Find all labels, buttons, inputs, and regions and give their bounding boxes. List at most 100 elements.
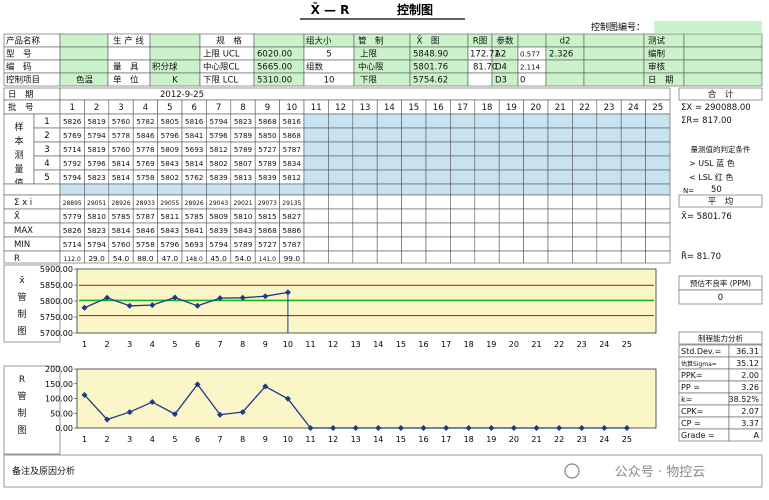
- header-cell[interactable]: [545, 59, 585, 74]
- sample-cell[interactable]: [523, 113, 549, 129]
- sample-cell[interactable]: [376, 155, 402, 171]
- header-cell[interactable]: [59, 59, 109, 74]
- header-cell[interactable]: [683, 72, 763, 87]
- sample-cell[interactable]: [474, 155, 500, 171]
- sample-cell[interactable]: [328, 127, 354, 143]
- remarks-cell[interactable]: [3, 454, 763, 488]
- sample-cell[interactable]: [376, 113, 402, 129]
- header-cell[interactable]: [253, 33, 305, 48]
- sample-cell[interactable]: [450, 113, 476, 129]
- sample-cell[interactable]: [474, 169, 500, 185]
- sample-cell[interactable]: [328, 113, 354, 129]
- header-cell[interactable]: [683, 59, 763, 74]
- sample-cell[interactable]: [328, 169, 354, 185]
- capability-label: 制程能力分析: [698, 333, 743, 343]
- sample-cell[interactable]: [596, 155, 622, 171]
- sample-cell[interactable]: [425, 155, 451, 171]
- sample-cell[interactable]: [474, 127, 500, 143]
- sample-cell[interactable]: [474, 113, 500, 129]
- sample-cell[interactable]: [450, 155, 476, 171]
- sample-cell[interactable]: [620, 169, 646, 185]
- sample-cell[interactable]: [523, 169, 549, 185]
- chart-no-value-cell[interactable]: [654, 21, 762, 33]
- sample-cell[interactable]: [547, 113, 573, 129]
- sample-cell[interactable]: [596, 169, 622, 185]
- sample-cell[interactable]: [352, 141, 378, 157]
- sample-cell[interactable]: [547, 141, 573, 157]
- sample-cell[interactable]: [401, 169, 427, 185]
- sample-cell[interactable]: [572, 113, 598, 129]
- sample-cell[interactable]: [645, 127, 671, 143]
- sample-cell[interactable]: [523, 127, 549, 143]
- sample-cell[interactable]: [401, 155, 427, 171]
- sample-cell[interactable]: [303, 113, 329, 129]
- label-control: 管 制: [358, 36, 384, 47]
- sample-cell[interactable]: [523, 141, 549, 157]
- sample-cell[interactable]: [596, 127, 622, 143]
- header-cell[interactable]: [59, 33, 109, 48]
- sample-cell[interactable]: [645, 113, 671, 129]
- sample-cell[interactable]: [450, 127, 476, 143]
- sample-value: 5789: [258, 159, 277, 168]
- sample-cell[interactable]: [498, 127, 524, 143]
- sample-cell[interactable]: [474, 141, 500, 157]
- sample-cell[interactable]: [547, 155, 573, 171]
- sample-cell[interactable]: [498, 169, 524, 185]
- sample-cell[interactable]: [425, 127, 451, 143]
- sample-cell[interactable]: [620, 127, 646, 143]
- sample-cell[interactable]: [376, 169, 402, 185]
- sample-cell[interactable]: [401, 127, 427, 143]
- sample-cell[interactable]: [572, 141, 598, 157]
- sample-cell[interactable]: [376, 141, 402, 157]
- header-cell[interactable]: [149, 33, 201, 48]
- sample-cell[interactable]: [620, 155, 646, 171]
- sample-cell[interactable]: [328, 141, 354, 157]
- sample-cell[interactable]: [303, 169, 329, 185]
- sample-cell[interactable]: [303, 127, 329, 143]
- sample-cell[interactable]: [572, 155, 598, 171]
- sample-cell[interactable]: [523, 155, 549, 171]
- sample-cell[interactable]: [620, 141, 646, 157]
- header-cell[interactable]: [149, 46, 201, 61]
- sample-cell[interactable]: [328, 155, 354, 171]
- sample-cell[interactable]: [352, 113, 378, 129]
- header-cell[interactable]: [683, 33, 763, 48]
- sample-cell[interactable]: [547, 127, 573, 143]
- sample-cell[interactable]: [352, 127, 378, 143]
- header-cell[interactable]: [583, 72, 645, 87]
- sample-cell[interactable]: [620, 113, 646, 129]
- sample-cell[interactable]: [401, 113, 427, 129]
- sample-cell[interactable]: [376, 127, 402, 143]
- sample-cell[interactable]: [547, 169, 573, 185]
- sample-cell[interactable]: [425, 141, 451, 157]
- sample-cell[interactable]: [352, 155, 378, 171]
- sample-cell[interactable]: [596, 141, 622, 157]
- sample-cell[interactable]: [498, 155, 524, 171]
- header-cell[interactable]: [683, 46, 763, 61]
- sample-cell[interactable]: [303, 141, 329, 157]
- sample-cell[interactable]: [498, 113, 524, 129]
- sample-cell[interactable]: [645, 155, 671, 171]
- sample-cell[interactable]: [572, 169, 598, 185]
- sample-cell[interactable]: [425, 113, 451, 129]
- sample-cell[interactable]: [645, 169, 671, 185]
- header-cell[interactable]: [583, 59, 645, 74]
- xbar-chart-xtick-label: 9: [263, 340, 268, 349]
- sample-cell[interactable]: [596, 113, 622, 129]
- sample-cell[interactable]: [425, 169, 451, 185]
- sample-cell[interactable]: [572, 127, 598, 143]
- sample-cell[interactable]: [352, 169, 378, 185]
- header-cell[interactable]: [59, 46, 109, 61]
- sample-cell[interactable]: [450, 169, 476, 185]
- sample-cell[interactable]: [401, 141, 427, 157]
- sample-cell[interactable]: [450, 141, 476, 157]
- sample-cell[interactable]: [498, 141, 524, 157]
- sample-cell[interactable]: [645, 141, 671, 157]
- header-cell[interactable]: [583, 46, 645, 61]
- header-cell[interactable]: [545, 72, 585, 87]
- sample-cell[interactable]: [303, 155, 329, 171]
- sample-value: 5814: [112, 173, 131, 182]
- header-cell[interactable]: [583, 33, 645, 48]
- sample-index: 5: [44, 173, 49, 183]
- date-value-cell[interactable]: [59, 87, 671, 101]
